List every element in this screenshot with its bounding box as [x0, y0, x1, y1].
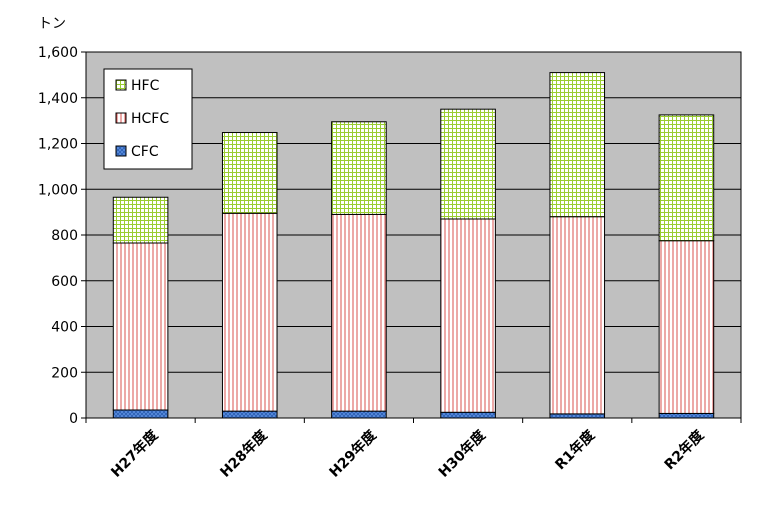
bars [112, 72, 715, 419]
bar-hfc-3 [331, 121, 387, 215]
y-tick-label: 200 [51, 365, 78, 381]
bar-cfc-1 [112, 409, 169, 419]
y-tick-label: 400 [51, 320, 78, 336]
legend-label-hcfc: HCFC [131, 111, 169, 127]
bar-hcfc-4 [440, 218, 496, 413]
bar-hfc-4 [440, 108, 496, 220]
bar-cfc-3 [331, 410, 387, 419]
bar-cfc-5 [549, 413, 606, 419]
bar-hfc-2 [221, 132, 278, 214]
legend-label-cfc: CFC [131, 144, 159, 160]
y-axis: 0 200 400 600 800 1,000 1,200 1,400 1,600 [38, 45, 86, 427]
legend-swatch-hcfc [115, 112, 127, 124]
x-axis: H27年度 H28年度 H29年度 H30年度 R1年度 R2年度 [85, 418, 742, 481]
legend-swatch-hfc [115, 79, 127, 91]
y-tick-label: 1,200 [38, 137, 78, 153]
x-tick-label: H28年度 [217, 426, 272, 481]
y-unit-label: トン [38, 16, 66, 32]
x-tick-label: R2年度 [661, 426, 708, 473]
x-tick-label: R1年度 [552, 426, 599, 473]
bar-cfc-2 [221, 410, 278, 419]
legend: HFC HCFC CFC [103, 68, 193, 170]
y-tick-label: 0 [69, 411, 78, 427]
x-tick-label: H29年度 [326, 426, 381, 481]
legend-swatch-cfc [115, 145, 127, 157]
bar-cfc-4 [440, 411, 496, 419]
y-tick-label: 1,000 [38, 182, 78, 198]
bar-cfc-6 [658, 412, 715, 419]
y-tick-label: 600 [51, 274, 78, 290]
y-tick-label: 1,600 [38, 45, 78, 61]
y-tick-label: 1,400 [38, 91, 78, 107]
bar-hcfc-6 [658, 240, 715, 414]
bar-hfc-1 [112, 196, 169, 244]
bar-hcfc-5 [549, 216, 606, 415]
bar-hfc-5 [549, 72, 606, 218]
legend-label-hfc: HFC [131, 78, 160, 94]
bar-hcfc-1 [112, 242, 169, 411]
x-tick-label: H27年度 [108, 426, 163, 481]
bar-hcfc-2 [221, 212, 278, 412]
y-tick-label: 800 [51, 228, 78, 244]
x-tick-label: H30年度 [435, 426, 490, 481]
bar-hfc-6 [658, 114, 715, 242]
bar-hcfc-3 [331, 213, 387, 412]
gridlines [86, 97, 741, 373]
